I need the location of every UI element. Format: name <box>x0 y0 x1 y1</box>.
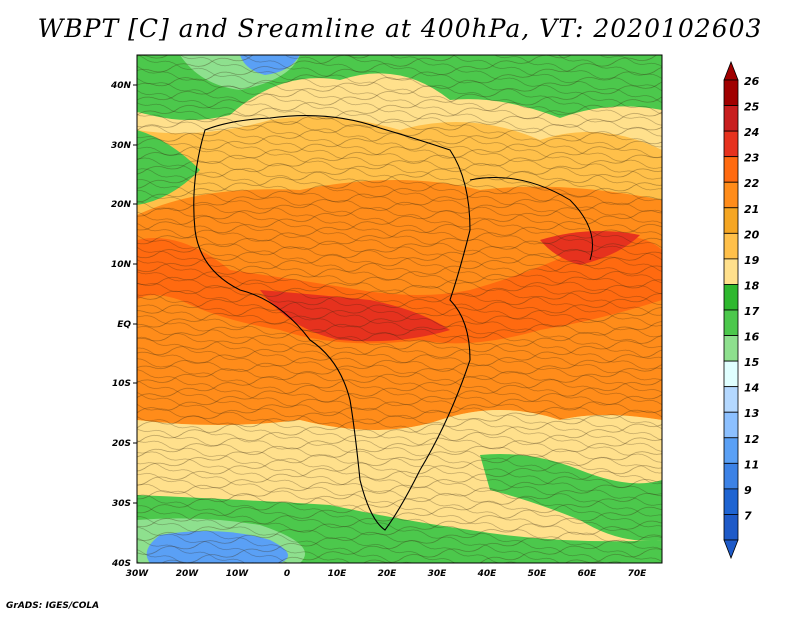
lat-label: 20N <box>111 200 132 210</box>
colorbar: 26 25 24 23 22 21 20 19 18 17 16 15 14 13 12 11 9 7 <box>723 60 760 560</box>
colorbar-swatch <box>723 514 739 541</box>
colorbar-swatch <box>723 258 739 285</box>
lon-label: 0 <box>284 569 290 579</box>
colorbar-label: 26 <box>744 75 760 88</box>
colorbar-top-arrow <box>723 60 739 81</box>
map-frame <box>136 54 663 564</box>
colorbar-swatch <box>723 437 739 464</box>
colorbar-label: 25 <box>744 101 760 114</box>
colorbar-swatch <box>723 488 739 515</box>
colorbar-bottom-arrow <box>723 539 739 560</box>
colorbar-label: 16 <box>744 331 760 344</box>
lon-label: 40E <box>477 569 498 579</box>
colorbar-swatch <box>723 335 739 362</box>
colorbar-swatch <box>723 79 739 106</box>
colorbar-swatch <box>723 156 739 183</box>
grads-credit: GrADS: IGES/COLA <box>6 601 100 611</box>
colorbar-label: 17 <box>744 305 760 318</box>
colorbar-swatch <box>723 386 739 413</box>
colorbar-label: 12 <box>744 433 760 446</box>
lat-label: 10S <box>112 379 131 389</box>
colorbar-label: 14 <box>744 382 759 395</box>
lon-axis: 30W 20W 10W 0 10E 20E 30E 40E 50E 60E 70… <box>126 569 647 579</box>
colorbar-swatch <box>723 284 739 311</box>
wbpt-field <box>137 55 662 563</box>
colorbar-label: 21 <box>744 203 759 216</box>
colorbar-label: 18 <box>744 279 760 292</box>
colorbar-swatch <box>723 105 739 132</box>
colorbar-label: 24 <box>744 126 759 139</box>
colorbar-swatch <box>723 130 739 158</box>
lat-label: 20S <box>112 439 131 449</box>
lat-label: 30S <box>112 499 131 509</box>
colorbar-swatch <box>723 232 739 260</box>
lon-label: 10W <box>226 569 250 579</box>
lat-ticks <box>133 84 137 504</box>
colorbar-swatch <box>723 462 739 490</box>
lon-label: 20E <box>378 569 398 579</box>
lon-label: 70E <box>628 569 648 579</box>
map-title: WBPT [C] and Sreamline at 400hPa, VT: 20… <box>37 14 763 43</box>
colorbar-label: 22 <box>744 177 760 190</box>
colorbar-label: 11 <box>744 458 759 471</box>
colorbar-label: 23 <box>744 152 760 165</box>
colorbar-swatch <box>723 360 739 388</box>
colorbar-label: 13 <box>744 407 760 420</box>
lon-label: 50E <box>528 569 548 579</box>
lat-label: 40S <box>111 559 131 569</box>
colorbar-swatch <box>723 411 739 439</box>
colorbar-label: 9 <box>744 484 752 497</box>
colorbar-label: 7 <box>744 509 752 522</box>
lon-label: 30E <box>428 569 448 579</box>
lat-label: EQ <box>117 320 131 330</box>
lat-axis: 40N 30N 20N 10N EQ 10S 20S 30S 40S <box>110 81 132 569</box>
colorbar-label: 19 <box>744 254 760 267</box>
lat-label: 30N <box>111 141 132 151</box>
lon-label: 10E <box>328 569 348 579</box>
lon-label: 60E <box>578 569 598 579</box>
lat-label: 40N <box>110 81 132 91</box>
lon-label: 30W <box>126 569 150 579</box>
lat-label: 10N <box>111 260 132 270</box>
colorbar-swatch <box>723 207 739 234</box>
colorbar-label: 20 <box>744 228 760 241</box>
colorbar-label: 15 <box>744 356 760 369</box>
colorbar-swatch <box>723 181 739 209</box>
lon-label: 20W <box>176 569 200 579</box>
colorbar-swatch <box>723 309 739 336</box>
